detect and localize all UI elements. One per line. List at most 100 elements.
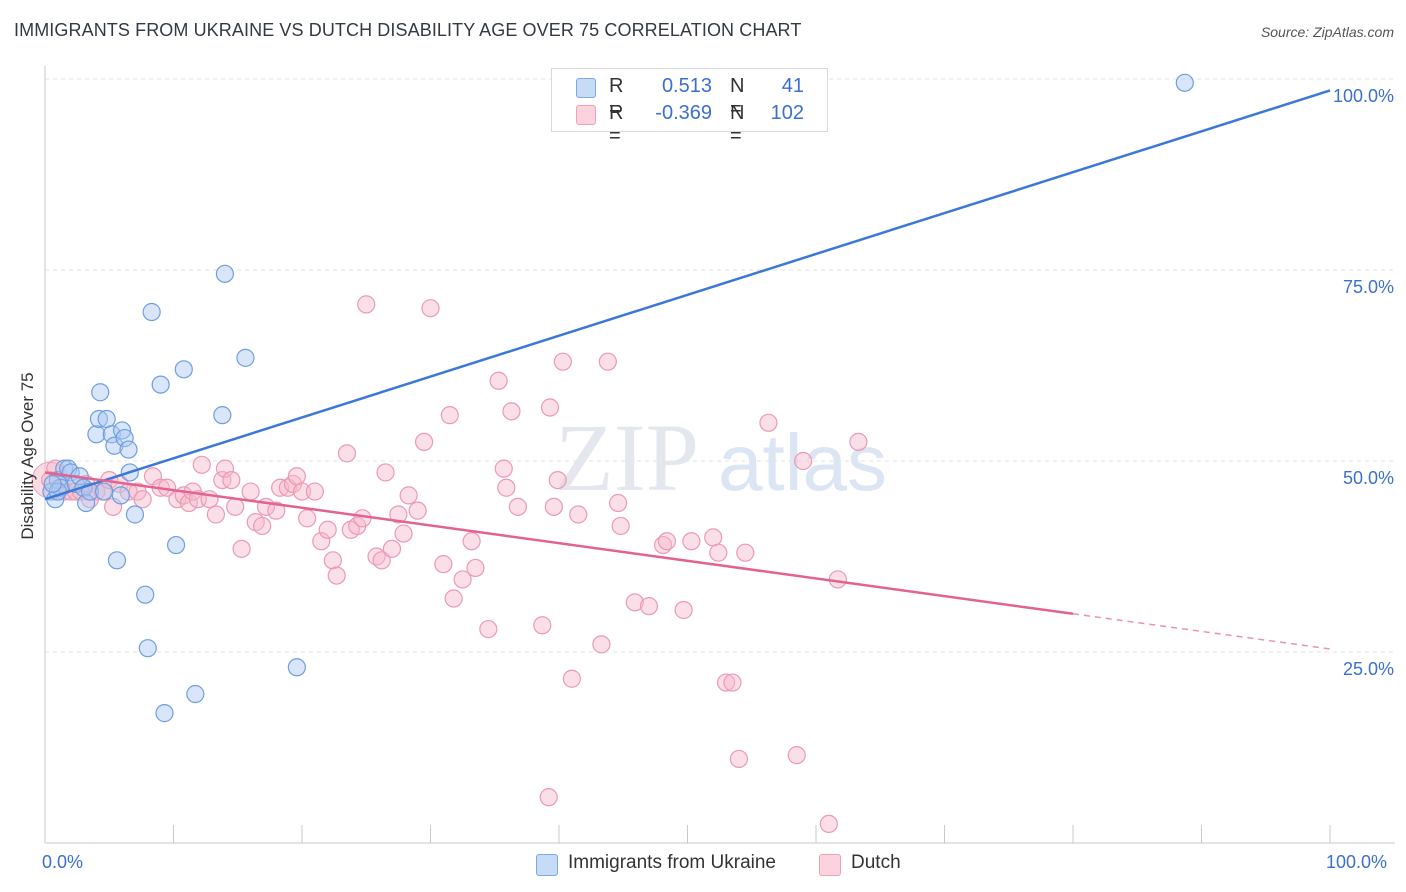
point-ukraine <box>155 704 174 723</box>
watermark-zip: ZIP <box>555 404 699 511</box>
point-ukraine <box>95 482 114 501</box>
legend-n-label: N = <box>730 75 745 120</box>
point-dutch <box>353 509 372 528</box>
legend-r-label: R = <box>609 75 624 120</box>
point-ukraine <box>174 360 193 379</box>
point-dutch <box>709 543 728 562</box>
point-dutch <box>657 532 677 551</box>
trend-line-dutch <box>44 471 1074 616</box>
point-dutch <box>399 486 418 505</box>
point-dutch <box>544 497 563 516</box>
point-dutch <box>318 520 337 539</box>
point-dutch <box>609 493 628 513</box>
y-tick-100: 100.0% <box>1332 86 1394 106</box>
chart-title: IMMIGRANTS FROM UKRAINE VS DUTCH DISABIL… <box>14 20 802 40</box>
point-ukraine <box>136 585 155 604</box>
legend-n-value: 102 <box>770 102 804 124</box>
point-dutch <box>133 490 152 509</box>
point-dutch <box>394 524 413 543</box>
legend-swatch-dutch <box>576 105 596 125</box>
point-dutch <box>327 566 346 585</box>
data-points <box>31 73 1194 834</box>
legend-label-dutch: Dutch <box>851 852 901 873</box>
point-ukraine <box>119 440 138 459</box>
point-ukraine <box>215 264 234 283</box>
point-dutch <box>625 593 644 612</box>
legend-r-value: 0.513 <box>661 75 712 97</box>
point-dutch <box>215 459 234 478</box>
y-tick-75: 75.0% <box>1342 277 1394 297</box>
point-dutch <box>434 555 453 574</box>
point-dutch <box>611 516 630 536</box>
axes <box>44 66 1395 844</box>
point-dutch <box>704 528 723 547</box>
x-tick-max: 100.0% <box>1326 852 1388 872</box>
point-dutch <box>562 669 581 688</box>
point-ukraine <box>89 409 109 429</box>
point-ukraine <box>77 493 96 513</box>
point-ukraine <box>115 428 134 448</box>
point-ukraine <box>125 505 145 524</box>
point-dutch <box>494 459 513 478</box>
point-dutch <box>569 505 588 524</box>
point-dutch <box>179 493 199 513</box>
point-ukraine <box>1175 73 1194 92</box>
point-dutch <box>323 551 342 570</box>
point-dutch <box>508 497 527 516</box>
legend-n-label: N = <box>730 102 745 147</box>
point-dutch <box>337 444 357 463</box>
point-dutch <box>312 532 331 551</box>
point-ukraine <box>186 684 205 704</box>
point-dutch <box>372 551 391 570</box>
point-dutch <box>241 482 260 501</box>
legend-n-value: 41 <box>781 75 804 97</box>
point-ukraine <box>105 436 124 455</box>
point-ukraine <box>151 375 170 394</box>
point-ukraine <box>43 474 62 494</box>
point-dutch <box>497 478 516 497</box>
point-dutch <box>716 673 736 692</box>
point-dutch <box>444 589 463 608</box>
legend-label-ukraine: Immigrants from Ukraine <box>568 852 776 873</box>
legend-swatch-ukraine <box>536 854 558 876</box>
point-ukraine <box>111 486 130 505</box>
point-dutch <box>539 788 558 807</box>
point-ukraine <box>87 425 106 444</box>
x-tick-min: 0.0% <box>42 852 84 872</box>
point-ukraine <box>236 348 255 367</box>
point-dutch <box>206 505 226 524</box>
point-dutch <box>548 471 567 490</box>
point-dutch <box>479 619 498 639</box>
legend-swatch-dutch <box>819 854 841 876</box>
point-dutch <box>192 455 211 474</box>
point-dutch <box>382 539 402 558</box>
point-dutch <box>787 746 806 765</box>
point-dutch <box>533 616 552 635</box>
point-dutch <box>794 451 813 471</box>
legend-r-label: R = <box>609 102 624 147</box>
correlation-legend: R = 0.513 N = 41 R = -0.369 N = 102 <box>551 68 828 147</box>
point-ukraine <box>166 535 186 555</box>
point-dutch <box>414 432 434 451</box>
y-tick-50: 50.0% <box>1342 468 1394 488</box>
legend-swatch-ukraine <box>576 78 596 98</box>
point-dutch <box>592 635 611 654</box>
point-dutch <box>453 570 472 589</box>
point-dutch <box>287 467 306 486</box>
point-ukraine <box>142 302 161 322</box>
point-ukraine <box>138 639 157 658</box>
point-dutch <box>222 471 241 490</box>
point-dutch <box>357 295 376 314</box>
point-dutch <box>639 597 659 616</box>
watermark: ZIP atlas <box>555 404 887 511</box>
y-tick-25: 25.0% <box>1342 659 1394 679</box>
point-dutch <box>736 543 755 562</box>
point-dutch <box>682 532 701 551</box>
point-dutch <box>298 509 317 528</box>
point-dutch <box>729 749 749 769</box>
point-dutch <box>723 673 742 692</box>
point-ukraine <box>91 383 110 402</box>
trend-lines <box>44 89 1331 650</box>
point-dutch <box>462 532 481 551</box>
